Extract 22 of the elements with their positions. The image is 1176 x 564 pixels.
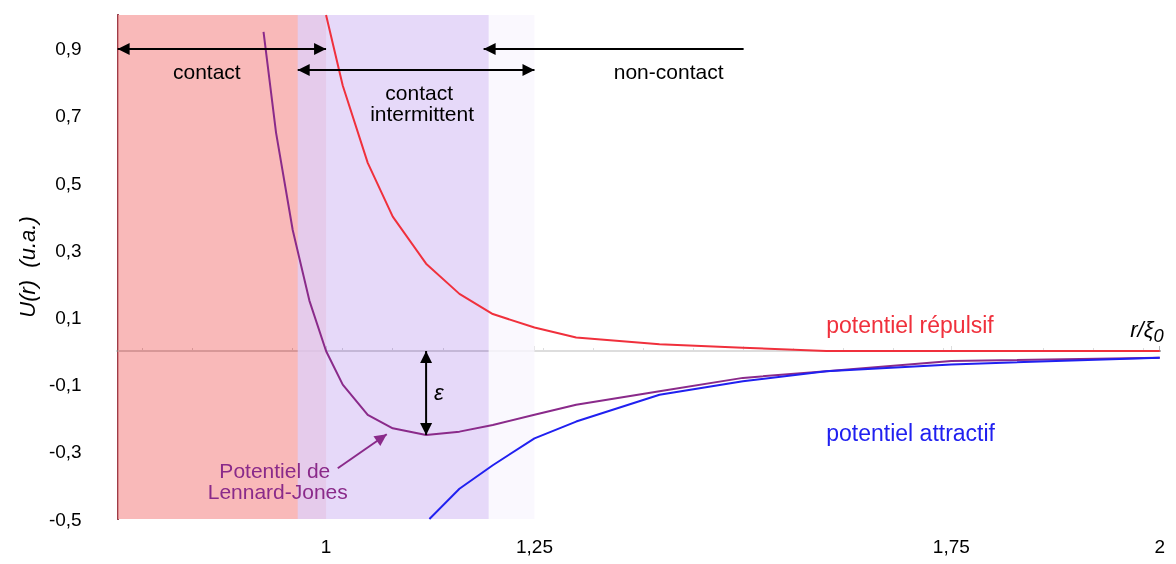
text: potentiel attractif [826,419,996,446]
line-series [428,356,1161,520]
y-tick-label: -0,5 [48,508,82,530]
y-axis-title: U(r) (u.a.) [14,216,40,318]
y-tick-label: 0,1 [55,306,82,328]
y-tick-label: -0,1 [48,374,82,396]
band-label: non-contact [613,60,724,83]
y-tick-label: 0,5 [55,172,82,194]
y-tick-label: -0,3 [48,441,82,463]
y-tick-label: 0,3 [55,239,82,261]
y-tick-label: 0,9 [55,38,82,60]
band-label: contact [172,60,241,83]
x-tick-label: 1,25 [515,536,553,557]
x-axis-title: r/ξ$_{0}$ [1130,317,1164,348]
series-label: potentiel répulsif [826,311,995,338]
x-tick-label: 2 [1154,536,1166,557]
x-tick-label: 1,75 [932,536,970,557]
annotation: ε [434,379,445,405]
band-label: contact intermittent [370,81,475,125]
x-tick-label: 1 [320,536,332,557]
y-tick-label: 0,7 [55,105,82,127]
text: Potentiel de Lennard-Jones [207,459,348,504]
